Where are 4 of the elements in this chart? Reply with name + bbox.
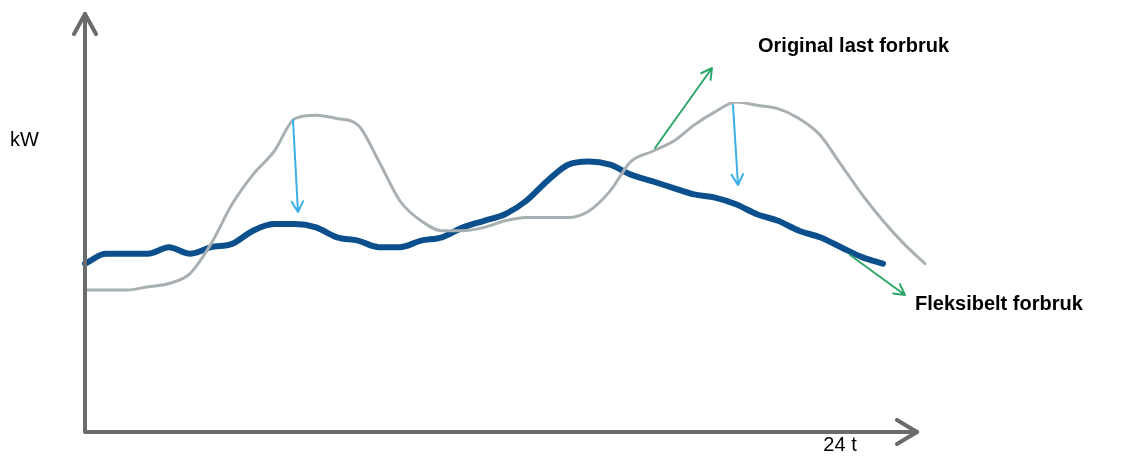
y-axis-title: kW	[10, 127, 39, 150]
x-axis-title: 24 t	[823, 432, 858, 455]
text: Original last forbruk	[758, 33, 951, 56]
text: Fleksibelt forbruk	[915, 291, 1084, 314]
